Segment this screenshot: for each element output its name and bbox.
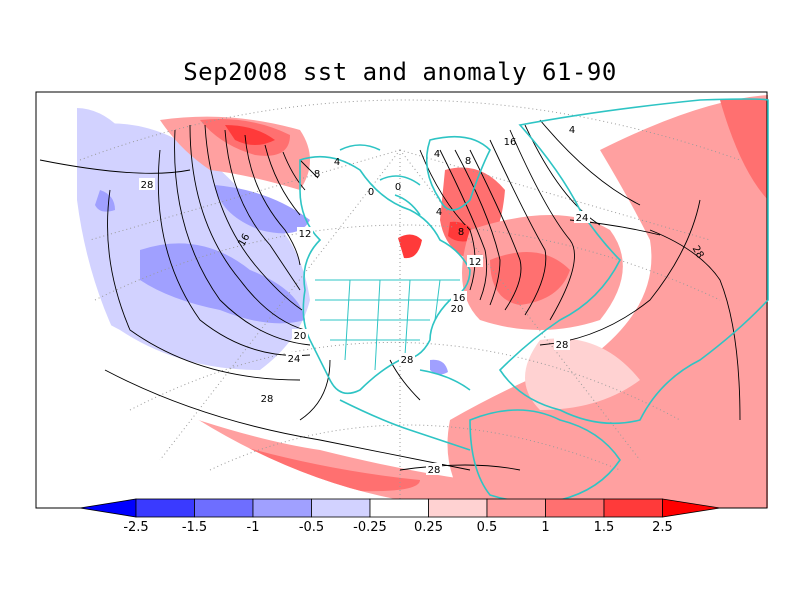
greenland-outline — [425, 135, 491, 211]
anomaly-red-hudson — [398, 234, 422, 259]
anomaly-red-east — [447, 95, 768, 508]
contour-label: 28 — [261, 394, 274, 405]
contour-label: 16 — [453, 293, 466, 304]
figure-title: Sep2008 sst and anomaly 61-90 — [183, 58, 617, 86]
anomaly-blue-gulf — [430, 359, 448, 375]
anomaly-red-npac-core — [225, 125, 275, 145]
contour-label: 0 — [395, 182, 401, 193]
colorbar-label: -1 — [247, 520, 260, 535]
colorbar-labels: -2.5 -1.5 -1 -0.5 -0.25 0.25 0.5 1 1.5 2… — [123, 520, 673, 535]
colorbar-segment — [194, 498, 254, 518]
anomaly-blue-light-2 — [77, 108, 130, 154]
contour-label: 12 — [299, 229, 312, 240]
contour-label: 4 — [436, 207, 442, 218]
colorbar-segment — [252, 498, 312, 518]
contour-label: 16 — [504, 137, 517, 148]
contour-label: 4 — [434, 149, 440, 160]
anomaly-red-east-strong — [720, 99, 768, 200]
sst-contours — [39, 119, 741, 471]
anomaly-blue-mid-2 — [215, 185, 310, 234]
anomaly-red-east-pale — [525, 338, 640, 410]
colorbar-segment — [486, 498, 546, 518]
africa-outline — [469, 409, 621, 503]
land-outlines — [299, 98, 769, 503]
colorbar-label: 0.25 — [414, 520, 443, 535]
colorbar-segment — [545, 498, 605, 518]
anomaly-blue-mid-3 — [95, 190, 115, 212]
north-america-outline — [299, 155, 471, 395]
arctic-islands-outline — [339, 144, 421, 216]
colorbar-end-low — [79, 498, 137, 518]
colorbar-segment — [428, 498, 488, 518]
contour-label: 12 — [469, 257, 482, 268]
contour-label: 20 — [294, 331, 307, 342]
colorbar-label: 0.5 — [477, 520, 498, 535]
eurasia-outline — [498, 98, 769, 425]
contour-label: 24 — [576, 213, 589, 224]
contour-label: 20 — [451, 304, 464, 315]
contour-label: 0 — [368, 187, 374, 198]
colorbar-segment — [311, 498, 371, 518]
colorbar-end-high — [662, 498, 721, 518]
colorbar — [79, 498, 721, 518]
central-america-outline — [339, 399, 471, 451]
colorbar-label: -0.25 — [353, 520, 387, 535]
contour-label: 4 — [569, 125, 575, 136]
colorbar-segment — [603, 498, 663, 518]
colorbar-label: 2.5 — [652, 520, 673, 535]
contour-label: 28 — [401, 355, 414, 366]
colorbar-label: -1.5 — [182, 520, 207, 535]
colorbar-label: 1 — [541, 520, 549, 535]
contour-label: 8 — [314, 169, 320, 180]
anomaly-red-epac-strong — [220, 440, 420, 492]
contour-label: 28 — [428, 465, 441, 476]
colorbar-label: -2.5 — [123, 520, 148, 535]
contour-label: 4 — [334, 157, 340, 168]
contour-label: 8 — [465, 156, 471, 167]
colorbar-segment — [369, 498, 429, 518]
colorbar-label: -0.5 — [299, 520, 324, 535]
anomaly-blue-mid — [140, 243, 305, 324]
colorbar-segment — [135, 498, 195, 518]
colorbar-label: 1.5 — [594, 520, 615, 535]
contour-label: 24 — [288, 354, 301, 365]
contour-label: 8 — [458, 227, 464, 238]
state-lines — [315, 279, 460, 371]
caribbean-outline — [419, 369, 471, 391]
graticule — [79, 99, 741, 508]
contour-label: 28 — [141, 180, 154, 191]
contour-label: 28 — [556, 340, 569, 351]
anomaly-red-natl-strong — [490, 252, 570, 305]
